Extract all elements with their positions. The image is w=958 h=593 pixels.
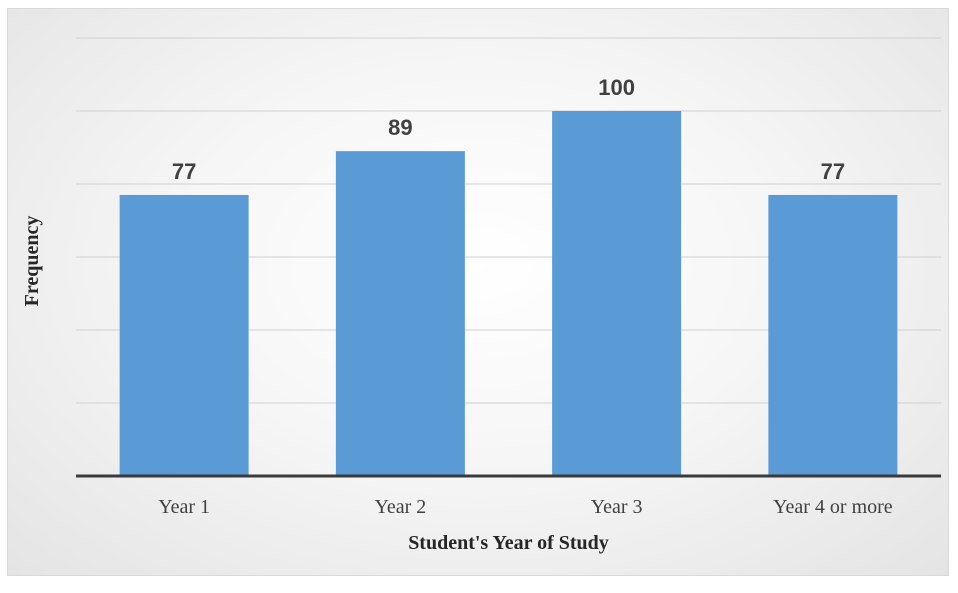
x-tick-label-4: Year 4 or more <box>773 496 893 518</box>
x-tick-label-3: Year 3 <box>591 496 643 518</box>
data-label-4: 77 <box>821 159 845 184</box>
chart-frame: 77 89 100 77 Year 1 Year 2 Year 3 Year 4 or mo… <box>7 8 949 576</box>
x-tick-labels: Year 1 Year 2 Year 3 Year 4 or more <box>158 496 893 518</box>
x-tick-label-1: Year 1 <box>158 496 210 518</box>
bar-4 <box>768 194 898 476</box>
bar-3 <box>552 111 682 476</box>
data-labels: 77 89 100 77 <box>172 75 845 184</box>
x-tick-label-2: Year 2 <box>374 496 426 518</box>
bars <box>119 111 898 476</box>
bar-chart: 77 89 100 77 Year 1 Year 2 Year 3 Year 4 or mo… <box>21 37 941 554</box>
data-label-3: 100 <box>598 75 635 100</box>
bar-2 <box>335 151 465 476</box>
y-axis-title: Frequency <box>21 216 43 307</box>
data-label-1: 77 <box>172 159 196 184</box>
x-axis-title: Student's Year of Study <box>408 532 609 554</box>
bar-1 <box>119 194 249 476</box>
data-label-2: 89 <box>388 115 412 140</box>
